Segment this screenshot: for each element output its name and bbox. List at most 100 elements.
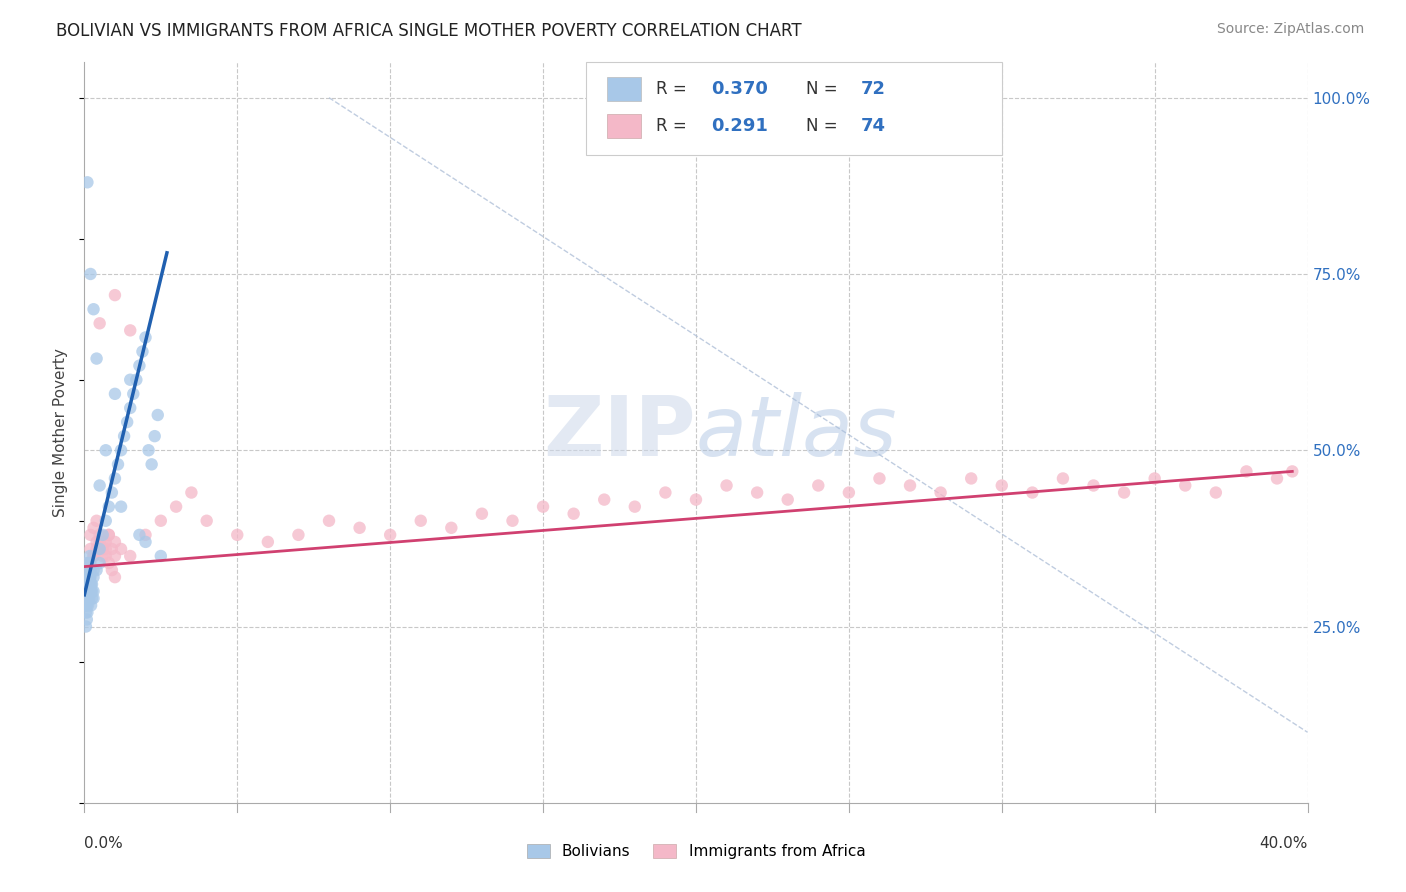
Point (1205, 485, 1227, 500)
Point (380, 528, 402, 542)
Point (76, 577, 98, 591)
Point (83, 549, 105, 563)
Point (685, 492, 707, 507)
Point (79, 556, 101, 570)
Point (77, 584, 100, 599)
Text: R =: R = (655, 117, 692, 135)
Point (76, 591, 98, 606)
Point (79, 541, 101, 556)
FancyBboxPatch shape (606, 114, 641, 138)
Point (101, 541, 124, 556)
Point (141, 458, 163, 472)
Point (80, 599, 103, 613)
Text: N =: N = (806, 80, 844, 98)
Text: 0.0%: 0.0% (84, 836, 124, 851)
Point (562, 507, 585, 521)
Point (76, 175, 98, 189)
Point (86, 351, 108, 366)
Point (97, 528, 120, 542)
Point (79, 584, 101, 599)
Point (76, 563, 98, 577)
Point (77, 577, 100, 591)
Point (83, 549, 105, 563)
Point (1114, 485, 1136, 500)
Point (79, 577, 101, 591)
Point (349, 521, 371, 535)
Point (747, 485, 769, 500)
Point (287, 528, 309, 542)
Text: R =: R = (655, 80, 692, 98)
Text: 0.291: 0.291 (710, 117, 768, 135)
Point (624, 500, 647, 514)
Point (80, 584, 103, 599)
Point (101, 485, 124, 500)
Point (149, 549, 172, 563)
Text: 74: 74 (860, 117, 886, 135)
FancyBboxPatch shape (606, 78, 641, 101)
Point (83, 584, 105, 599)
Point (89, 478, 111, 492)
Text: ZIP: ZIP (544, 392, 696, 473)
Point (79, 267, 101, 281)
Text: Source: ZipAtlas.com: Source: ZipAtlas.com (1216, 22, 1364, 37)
Point (94, 541, 117, 556)
Point (1281, 464, 1303, 478)
Point (75, 570, 97, 584)
Point (226, 528, 249, 542)
Point (960, 471, 983, 485)
Point (122, 387, 145, 401)
Point (110, 443, 132, 458)
Point (91, 535, 114, 549)
Point (76, 556, 98, 570)
Point (86, 541, 108, 556)
Point (1236, 464, 1258, 478)
Point (89, 541, 111, 556)
Point (80, 577, 103, 591)
Point (104, 387, 127, 401)
Point (104, 549, 127, 563)
Point (1021, 485, 1043, 500)
Point (83, 570, 105, 584)
Point (593, 492, 616, 507)
Point (110, 541, 132, 556)
Text: N =: N = (806, 117, 844, 135)
Point (94, 514, 117, 528)
Point (97, 528, 120, 542)
Point (654, 485, 676, 500)
Point (838, 485, 860, 500)
Point (89, 316, 111, 330)
Point (80, 584, 103, 599)
Point (80, 591, 103, 606)
Point (79, 563, 101, 577)
Point (75, 599, 97, 613)
Point (77, 591, 100, 606)
Point (502, 514, 524, 528)
Point (180, 485, 202, 500)
Point (929, 485, 952, 500)
Point (1265, 471, 1288, 485)
Point (409, 514, 432, 528)
Point (83, 302, 105, 317)
Point (83, 563, 105, 577)
Point (257, 535, 280, 549)
Point (75, 606, 97, 620)
Point (79, 570, 101, 584)
Text: 40.0%: 40.0% (1260, 836, 1308, 851)
Point (716, 478, 738, 492)
Point (77, 599, 100, 613)
Point (869, 471, 891, 485)
Point (440, 521, 463, 535)
Point (76, 556, 98, 570)
Point (80, 577, 103, 591)
Point (75, 619, 97, 633)
Point (89, 535, 111, 549)
Point (94, 535, 117, 549)
Point (77, 584, 100, 599)
Point (107, 458, 129, 472)
FancyBboxPatch shape (586, 62, 1002, 155)
Point (135, 528, 157, 542)
Point (135, 535, 157, 549)
Point (97, 500, 120, 514)
Point (128, 528, 150, 542)
Point (83, 521, 105, 535)
